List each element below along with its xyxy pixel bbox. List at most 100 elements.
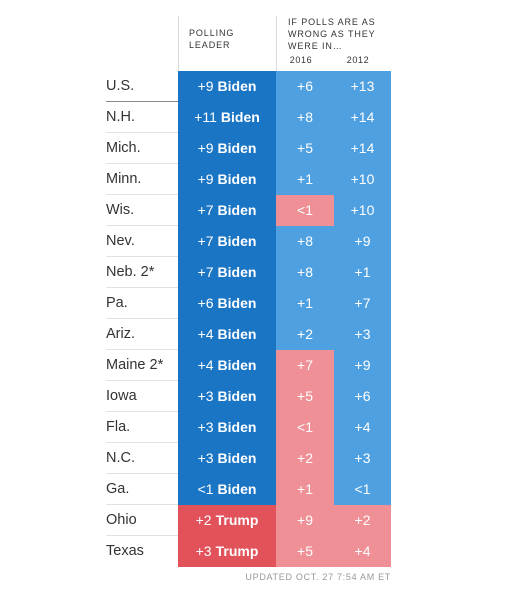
polling-leader-cell: +11 Biden [178, 102, 276, 133]
leader-name: Biden [217, 326, 257, 342]
polling-leader-cell: +6 Biden [178, 288, 276, 319]
state-label: Wis. [106, 195, 178, 226]
table-row: Mich. +9 Biden +5 +14 [106, 133, 391, 164]
scenario-2012-cell: +10 [334, 164, 391, 195]
polls-wrong-header-label: IF POLLS ARE AS WRONG AS THEY WERE IN… [288, 17, 376, 51]
leader-name: Biden [217, 357, 257, 373]
state-label: Pa. [106, 288, 178, 319]
polling-leader-cell: +4 Biden [178, 350, 276, 381]
state-label: N.C. [106, 443, 178, 474]
polling-leader-cell: +3 Biden [178, 381, 276, 412]
table-row: Pa. +6 Biden +1 +7 [106, 288, 391, 319]
table-row: U.S. +9 Biden +6 +13 [106, 71, 391, 102]
scenario-2012-cell: +9 [334, 350, 391, 381]
leader-name: Biden [217, 202, 257, 218]
leader-name: Biden [217, 450, 257, 466]
table-row: Iowa +3 Biden +5 +6 [106, 381, 391, 412]
leader-margin: <1 [197, 481, 214, 497]
table-row: Minn. +9 Biden +1 +10 [106, 164, 391, 195]
leader-margin: +3 [197, 419, 214, 435]
leader-margin: +4 [197, 357, 214, 373]
scenario-2016-cell: +1 [276, 164, 334, 195]
leader-name: Biden [217, 419, 257, 435]
polling-leader-cell: +9 Biden [178, 133, 276, 164]
polling-leader-cell: +9 Biden [178, 164, 276, 195]
year-2016-header: 2016 [289, 55, 313, 65]
scenario-2016-cell: +7 [276, 350, 334, 381]
column-headers: POLLING LEADER IF POLLS ARE AS WRONG AS … [0, 0, 509, 71]
leader-margin: +9 [197, 140, 214, 156]
table-row: Ga. <1 Biden +1 <1 [106, 474, 391, 505]
leader-margin: +9 [197, 78, 214, 94]
leader-margin: +3 [197, 388, 214, 404]
scenario-2016-cell: +5 [276, 133, 334, 164]
year-2012-header: 2012 [346, 55, 370, 65]
leader-margin: +7 [197, 264, 214, 280]
state-label: N.H. [106, 102, 178, 133]
state-label: Maine 2* [106, 350, 178, 381]
scenario-2012-cell: +2 [334, 505, 391, 536]
polling-leader-cell: +9 Biden [178, 71, 276, 102]
scenario-2012-cell: +1 [334, 257, 391, 288]
scenario-2016-cell: +2 [276, 443, 334, 474]
scenario-2012-cell: +3 [334, 319, 391, 350]
leader-name: Biden [217, 171, 257, 187]
table-row: Nev. +7 Biden +8 +9 [106, 226, 391, 257]
scenario-2016-cell: +9 [276, 505, 334, 536]
table-row: Maine 2* +4 Biden +7 +9 [106, 350, 391, 381]
updated-timestamp: UPDATED OCT. 27 7:54 AM ET [245, 572, 391, 582]
leader-margin: +6 [197, 295, 214, 311]
leader-margin: +2 [195, 512, 212, 528]
state-label: Ariz. [106, 319, 178, 350]
leader-margin: +3 [197, 450, 214, 466]
scenario-2012-cell: +9 [334, 226, 391, 257]
leader-name: Biden [217, 295, 257, 311]
scenario-2012-cell: +4 [334, 536, 391, 567]
leader-name: Trump [215, 512, 259, 528]
state-label: Nev. [106, 226, 178, 257]
leader-name: Biden [217, 233, 257, 249]
polling-leader-cell: +4 Biden [178, 319, 276, 350]
table-row: Neb. 2* +7 Biden +8 +1 [106, 257, 391, 288]
polling-leader-cell: +3 Trump [178, 536, 276, 567]
scenario-2016-cell: +8 [276, 226, 334, 257]
scenario-2016-cell: +8 [276, 257, 334, 288]
polling-leader-cell: +3 Biden [178, 443, 276, 474]
table-row: N.C. +3 Biden +2 +3 [106, 443, 391, 474]
leader-margin: +9 [197, 171, 214, 187]
polling-leader-header: POLLING LEADER [178, 16, 275, 71]
leader-margin: +4 [197, 326, 214, 342]
table-row: Ohio +2 Trump +9 +2 [106, 505, 391, 536]
polling-leader-cell: +7 Biden [178, 257, 276, 288]
polling-leader-cell: +7 Biden [178, 226, 276, 257]
leader-name: Biden [217, 140, 257, 156]
table-row: N.H. +11 Biden +8 +14 [106, 102, 391, 133]
state-label: Ohio [106, 505, 178, 536]
scenario-2012-cell: +10 [334, 195, 391, 226]
scenario-2016-cell: +6 [276, 71, 334, 102]
leader-name: Biden [217, 78, 257, 94]
leader-margin: +3 [195, 543, 212, 559]
scenario-2016-cell: <1 [276, 195, 334, 226]
table-row: Ariz. +4 Biden +2 +3 [106, 319, 391, 350]
table-row: Fla. +3 Biden <1 +4 [106, 412, 391, 443]
leader-name: Biden [217, 388, 257, 404]
state-label: Iowa [106, 381, 178, 412]
leader-name: Biden [217, 481, 257, 497]
leader-name: Biden [217, 264, 257, 280]
polling-leader-cell: +3 Biden [178, 412, 276, 443]
table-row: Texas +3 Trump +5 +4 [106, 536, 391, 567]
scenario-2012-cell: +3 [334, 443, 391, 474]
polling-leader-cell: +2 Trump [178, 505, 276, 536]
scenario-2012-cell: +6 [334, 381, 391, 412]
scenario-2012-cell: +14 [334, 102, 391, 133]
leader-name: Trump [215, 543, 259, 559]
state-label: Texas [106, 543, 144, 559]
state-label: Minn. [106, 164, 178, 195]
scenario-2012-cell: +7 [334, 288, 391, 319]
state-label: Mich. [106, 133, 178, 164]
state-label: U.S. [106, 71, 178, 102]
scenario-2012-cell: <1 [334, 474, 391, 505]
polling-leader-cell: <1 Biden [178, 474, 276, 505]
leader-margin: +7 [197, 233, 214, 249]
